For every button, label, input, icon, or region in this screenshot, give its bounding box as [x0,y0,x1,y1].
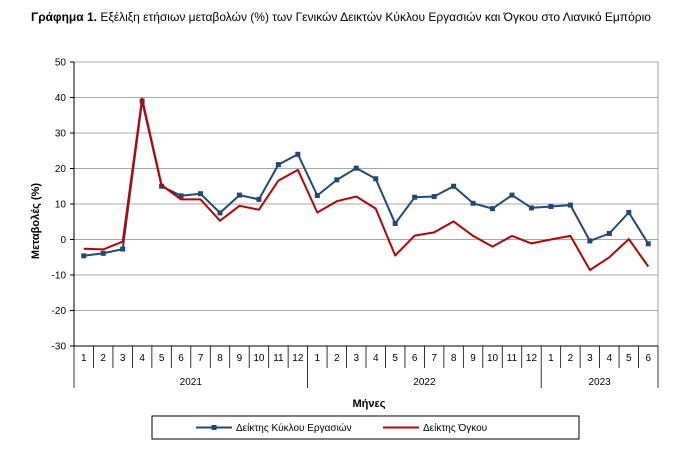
turnover-line [83,100,650,257]
turnover-point [120,246,126,252]
turnover-point [314,192,320,198]
y-tick-label: -10 [52,271,67,282]
x-tick-label: 9 [470,353,476,364]
x-tick-label: 7 [431,353,437,364]
x-tick-label: 8 [451,353,457,364]
legend-label: Δείκτης Κύκλου Εργασιών [236,422,352,434]
turnover-point [451,183,457,189]
turnover-point [606,230,612,236]
x-tick-label: 4 [373,353,379,364]
turnover-point [509,192,515,198]
turnover-point [490,206,496,212]
turnover-point [373,176,379,182]
x-tick-label: 3 [353,353,359,364]
turnover-point [178,193,184,199]
x-axis-label: Μήνες [353,398,386,410]
x-tick-label: 12 [292,353,304,364]
x-tick-label: 3 [587,353,593,364]
turnover-point [81,253,87,259]
turnover-point [275,162,281,168]
x-tick-label: 5 [159,353,165,364]
turnover-point [198,191,204,197]
x-tick-label: 12 [526,353,538,364]
x-tick-label: 2 [568,353,574,364]
turnover-point [548,203,554,209]
y-tick-label: -30 [52,342,67,353]
x-tick-label: 4 [139,353,145,364]
x-tick-label: 1 [548,353,554,364]
x-tick-label: 11 [507,353,518,364]
turnover-point [334,177,340,183]
legend: Δείκτης Κύκλου Εργασιών Δείκτης Όγκου [151,415,580,440]
y-tick-label: 30 [55,129,67,140]
turnover-point [353,165,359,171]
turnover-point [470,200,476,206]
turnover-point [412,194,418,200]
x-tick-label: 6 [412,353,418,364]
x-tick-label: 3 [120,353,126,364]
y-tick-label: 50 [55,58,67,69]
turnover-point [528,205,534,211]
x-tick-label: 5 [626,353,632,364]
y-tick-label: 10 [55,200,67,211]
x-tick-label: 7 [198,353,204,364]
x-tick-label: 10 [487,353,499,364]
x-tick-label: 6 [178,353,184,364]
y-axis-label: Μεταβολές (%) [30,183,42,259]
legend-label: Δείκτης Όγκου [423,422,487,434]
year-label: 2022 [413,377,436,388]
legend-box [151,415,580,440]
turnover-point [295,151,301,157]
y-tick-label: 40 [55,93,67,104]
turnover-point [587,238,593,244]
x-tick-label: 10 [253,353,265,364]
x-tick-label: 8 [217,353,223,364]
x-tick-label: 2 [334,353,340,364]
series [81,97,651,271]
turnover-point [567,202,573,208]
x-tick-label: 11 [273,353,284,364]
turnover-point [626,210,632,216]
chart-title: Γράφημα 1. Εξέλιξη ετήσιων μεταβολών (%)… [31,10,651,24]
y-tick-label: 20 [55,164,67,175]
turnover-point [217,210,223,216]
legend-marker [211,425,217,430]
x-tick-label: 2 [100,353,106,364]
x-tick-label: 5 [392,353,398,364]
turnover-point [236,192,242,198]
year-label: 2021 [180,377,203,388]
year-label: 2023 [588,377,611,388]
turnover-point [431,194,437,200]
turnover-point [100,250,106,256]
volume-line [83,97,650,271]
x-tick-label: 6 [645,353,651,364]
x-tick-label: 1 [81,353,87,364]
figure-label: Γράφημα 1. [31,10,97,24]
turnover-point [256,196,262,202]
turnover-point [645,241,651,247]
y-tick-label: 0 [60,235,66,246]
x-tick-label: 1 [315,353,321,364]
turnover-point [392,221,398,227]
x-tick-label: 9 [237,353,243,364]
x-tick-label: 4 [607,353,613,364]
y-tick-label: -20 [52,306,67,317]
figure-caption: Εξέλιξη ετήσιων μεταβολών (%) των Γενικώ… [100,10,651,24]
